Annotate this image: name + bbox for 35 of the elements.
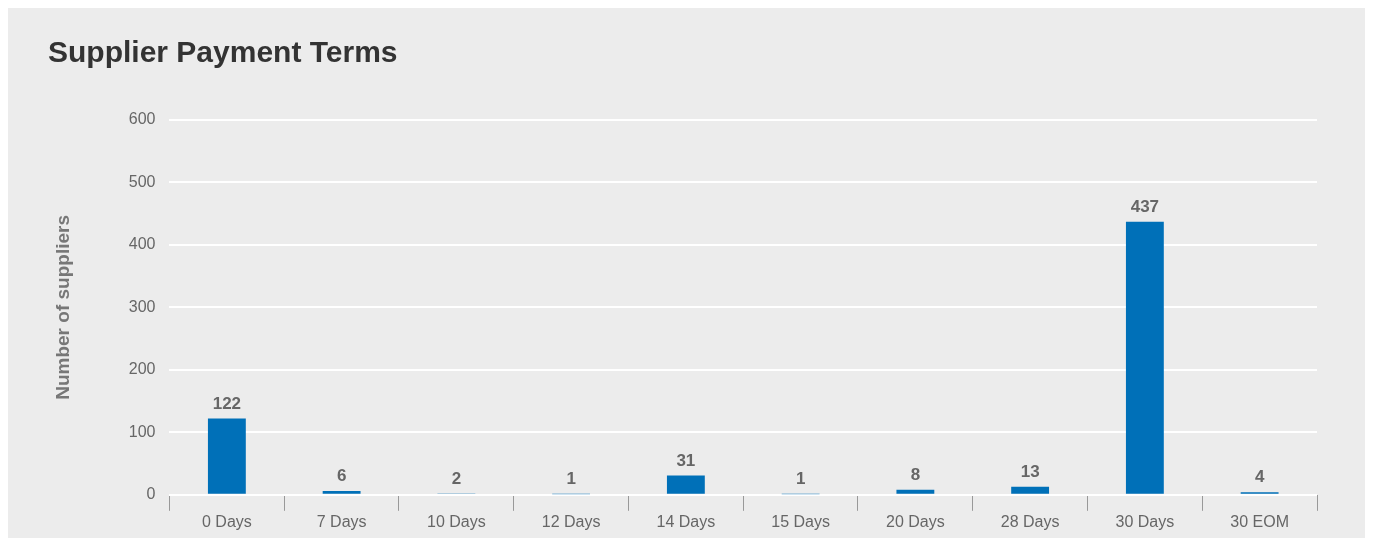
y-axis-title: Number of suppliers	[51, 215, 73, 400]
x-tick-label: 20 Days	[886, 512, 945, 530]
y-tick-label: 600	[128, 110, 156, 128]
x-tick-label: 30 EOM	[1230, 512, 1289, 530]
x-tick-label: 28 Days	[1000, 512, 1060, 530]
x-tick-label: 30 Days	[1115, 512, 1175, 530]
data-label: 2	[451, 468, 462, 488]
x-tick-label: 0 Days	[201, 512, 252, 530]
bar	[207, 418, 246, 494]
y-tick-label: 500	[128, 172, 156, 190]
x-tick-label: 15 Days	[771, 512, 830, 530]
x-tick-label: 10 Days	[427, 512, 486, 530]
bar	[666, 475, 705, 494]
data-label: 122	[212, 393, 242, 413]
bar	[322, 491, 361, 494]
bar	[896, 489, 935, 494]
chart-title: Supplier Payment Terms	[48, 35, 398, 69]
y-tick-label: 300	[128, 297, 156, 315]
data-label: 13	[1020, 461, 1040, 481]
bar	[1125, 221, 1164, 494]
y-tick-label: 400	[128, 235, 156, 253]
data-label: 6	[336, 466, 347, 486]
x-tick-label: 12 Days	[541, 512, 601, 530]
y-tick-label: 100	[128, 422, 156, 440]
data-label: 8	[910, 464, 921, 484]
x-tick-label: 7 Days	[316, 512, 367, 530]
x-tick-label: 14 Days	[656, 512, 716, 530]
data-label: 31	[676, 450, 696, 470]
data-label: 1	[795, 468, 806, 488]
y-tick-label: 0	[146, 485, 156, 503]
bar	[1011, 486, 1050, 494]
y-tick-label: 200	[128, 360, 156, 378]
data-label: 437	[1130, 197, 1160, 217]
data-label: 4	[1254, 467, 1265, 487]
data-label: 1	[566, 468, 576, 488]
